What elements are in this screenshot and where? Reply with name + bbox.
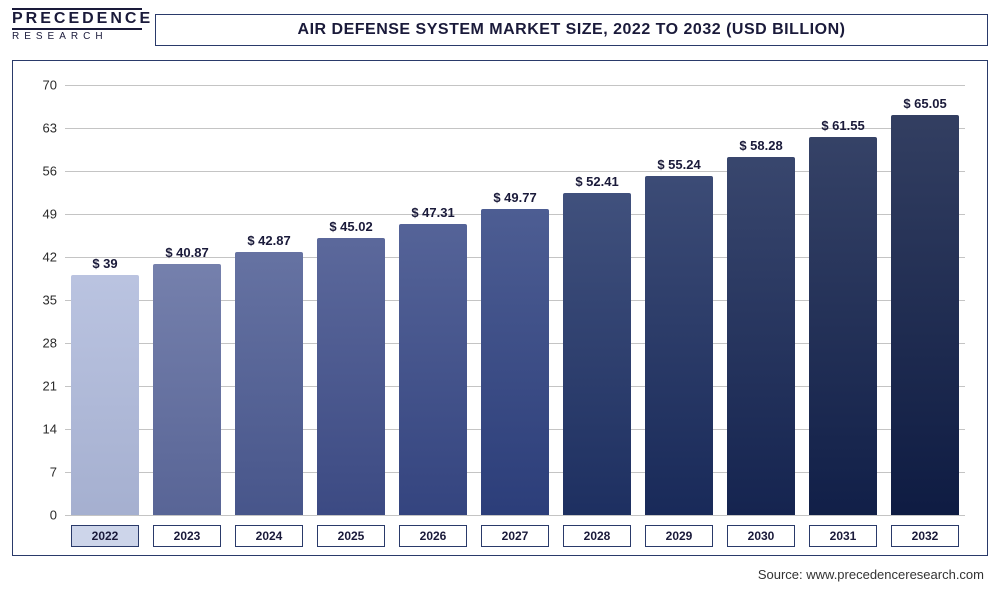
plot-area: 07142128354249566370$ 39$ 40.87$ 42.87$ …	[65, 85, 965, 515]
y-tick-label: 28	[43, 336, 57, 351]
y-tick-label: 70	[43, 78, 57, 93]
bar-slot: $ 40.87	[153, 85, 221, 515]
bar-slot: $ 49.77	[481, 85, 549, 515]
bar-slot: $ 65.05	[891, 85, 959, 515]
y-tick-label: 0	[50, 508, 57, 523]
x-tick-label: 2031	[809, 525, 877, 547]
bar-value-label: $ 47.31	[411, 205, 454, 220]
x-tick-label: 2025	[317, 525, 385, 547]
bar-value-label: $ 39	[92, 256, 117, 271]
bar-value-label: $ 65.05	[903, 96, 946, 111]
bar-value-label: $ 55.24	[657, 157, 700, 172]
source-citation: Source: www.precedenceresearch.com	[758, 567, 984, 582]
bar-value-label: $ 52.41	[575, 174, 618, 189]
x-tick-label: 2030	[727, 525, 795, 547]
x-tick-label: 2026	[399, 525, 467, 547]
x-tick-label: 2022	[71, 525, 139, 547]
y-tick-label: 63	[43, 121, 57, 136]
x-axis-labels: 2022 2023 2024 2025 2026 2027 2028 2029 2030 2031…	[65, 525, 965, 547]
bar	[235, 252, 303, 515]
bar	[809, 137, 877, 515]
bars-row: $ 39 $ 40.87 $ 42.87 $ 45.02 $ 47.31 $ 49.77 $…	[65, 85, 965, 515]
bar-slot: $ 45.02	[317, 85, 385, 515]
bar	[71, 275, 139, 515]
bar-slot: $ 39	[71, 85, 139, 515]
bar-slot: $ 52.41	[563, 85, 631, 515]
gridline	[65, 515, 965, 516]
bar-value-label: $ 40.87	[165, 245, 208, 260]
x-tick-label: 2032	[891, 525, 959, 547]
bar-slot: $ 47.31	[399, 85, 467, 515]
y-tick-label: 49	[43, 207, 57, 222]
y-tick-label: 42	[43, 250, 57, 265]
bar-value-label: $ 49.77	[493, 190, 536, 205]
bar-value-label: $ 61.55	[821, 118, 864, 133]
bar	[645, 176, 713, 515]
bar-slot: $ 61.55	[809, 85, 877, 515]
chart-title-box: AIR DEFENSE SYSTEM MARKET SIZE, 2022 TO …	[155, 14, 988, 46]
y-tick-label: 56	[43, 164, 57, 179]
bar	[317, 238, 385, 515]
y-tick-label: 14	[43, 422, 57, 437]
bar	[891, 115, 959, 515]
logo-top-text: PRECEDENCE	[12, 8, 142, 30]
x-tick-label: 2028	[563, 525, 631, 547]
bar-value-label: $ 58.28	[739, 138, 782, 153]
bar-slot: $ 55.24	[645, 85, 713, 515]
x-tick-label: 2024	[235, 525, 303, 547]
y-tick-label: 35	[43, 293, 57, 308]
x-tick-label: 2029	[645, 525, 713, 547]
chart-container: 07142128354249566370$ 39$ 40.87$ 42.87$ …	[12, 60, 988, 556]
x-tick-label: 2027	[481, 525, 549, 547]
logo-bottom-text: RESEARCH	[12, 31, 142, 42]
bar	[481, 209, 549, 515]
brand-logo: PRECEDENCE RESEARCH	[12, 8, 142, 42]
bar-value-label: $ 45.02	[329, 219, 372, 234]
bar-slot: $ 58.28	[727, 85, 795, 515]
bar	[563, 193, 631, 515]
bar	[727, 157, 795, 515]
y-tick-label: 21	[43, 379, 57, 394]
y-tick-label: 7	[50, 465, 57, 480]
bar	[153, 264, 221, 515]
bar	[399, 224, 467, 515]
bar-value-label: $ 42.87	[247, 233, 290, 248]
x-tick-label: 2023	[153, 525, 221, 547]
chart-title: AIR DEFENSE SYSTEM MARKET SIZE, 2022 TO …	[298, 21, 846, 38]
bar-slot: $ 42.87	[235, 85, 303, 515]
